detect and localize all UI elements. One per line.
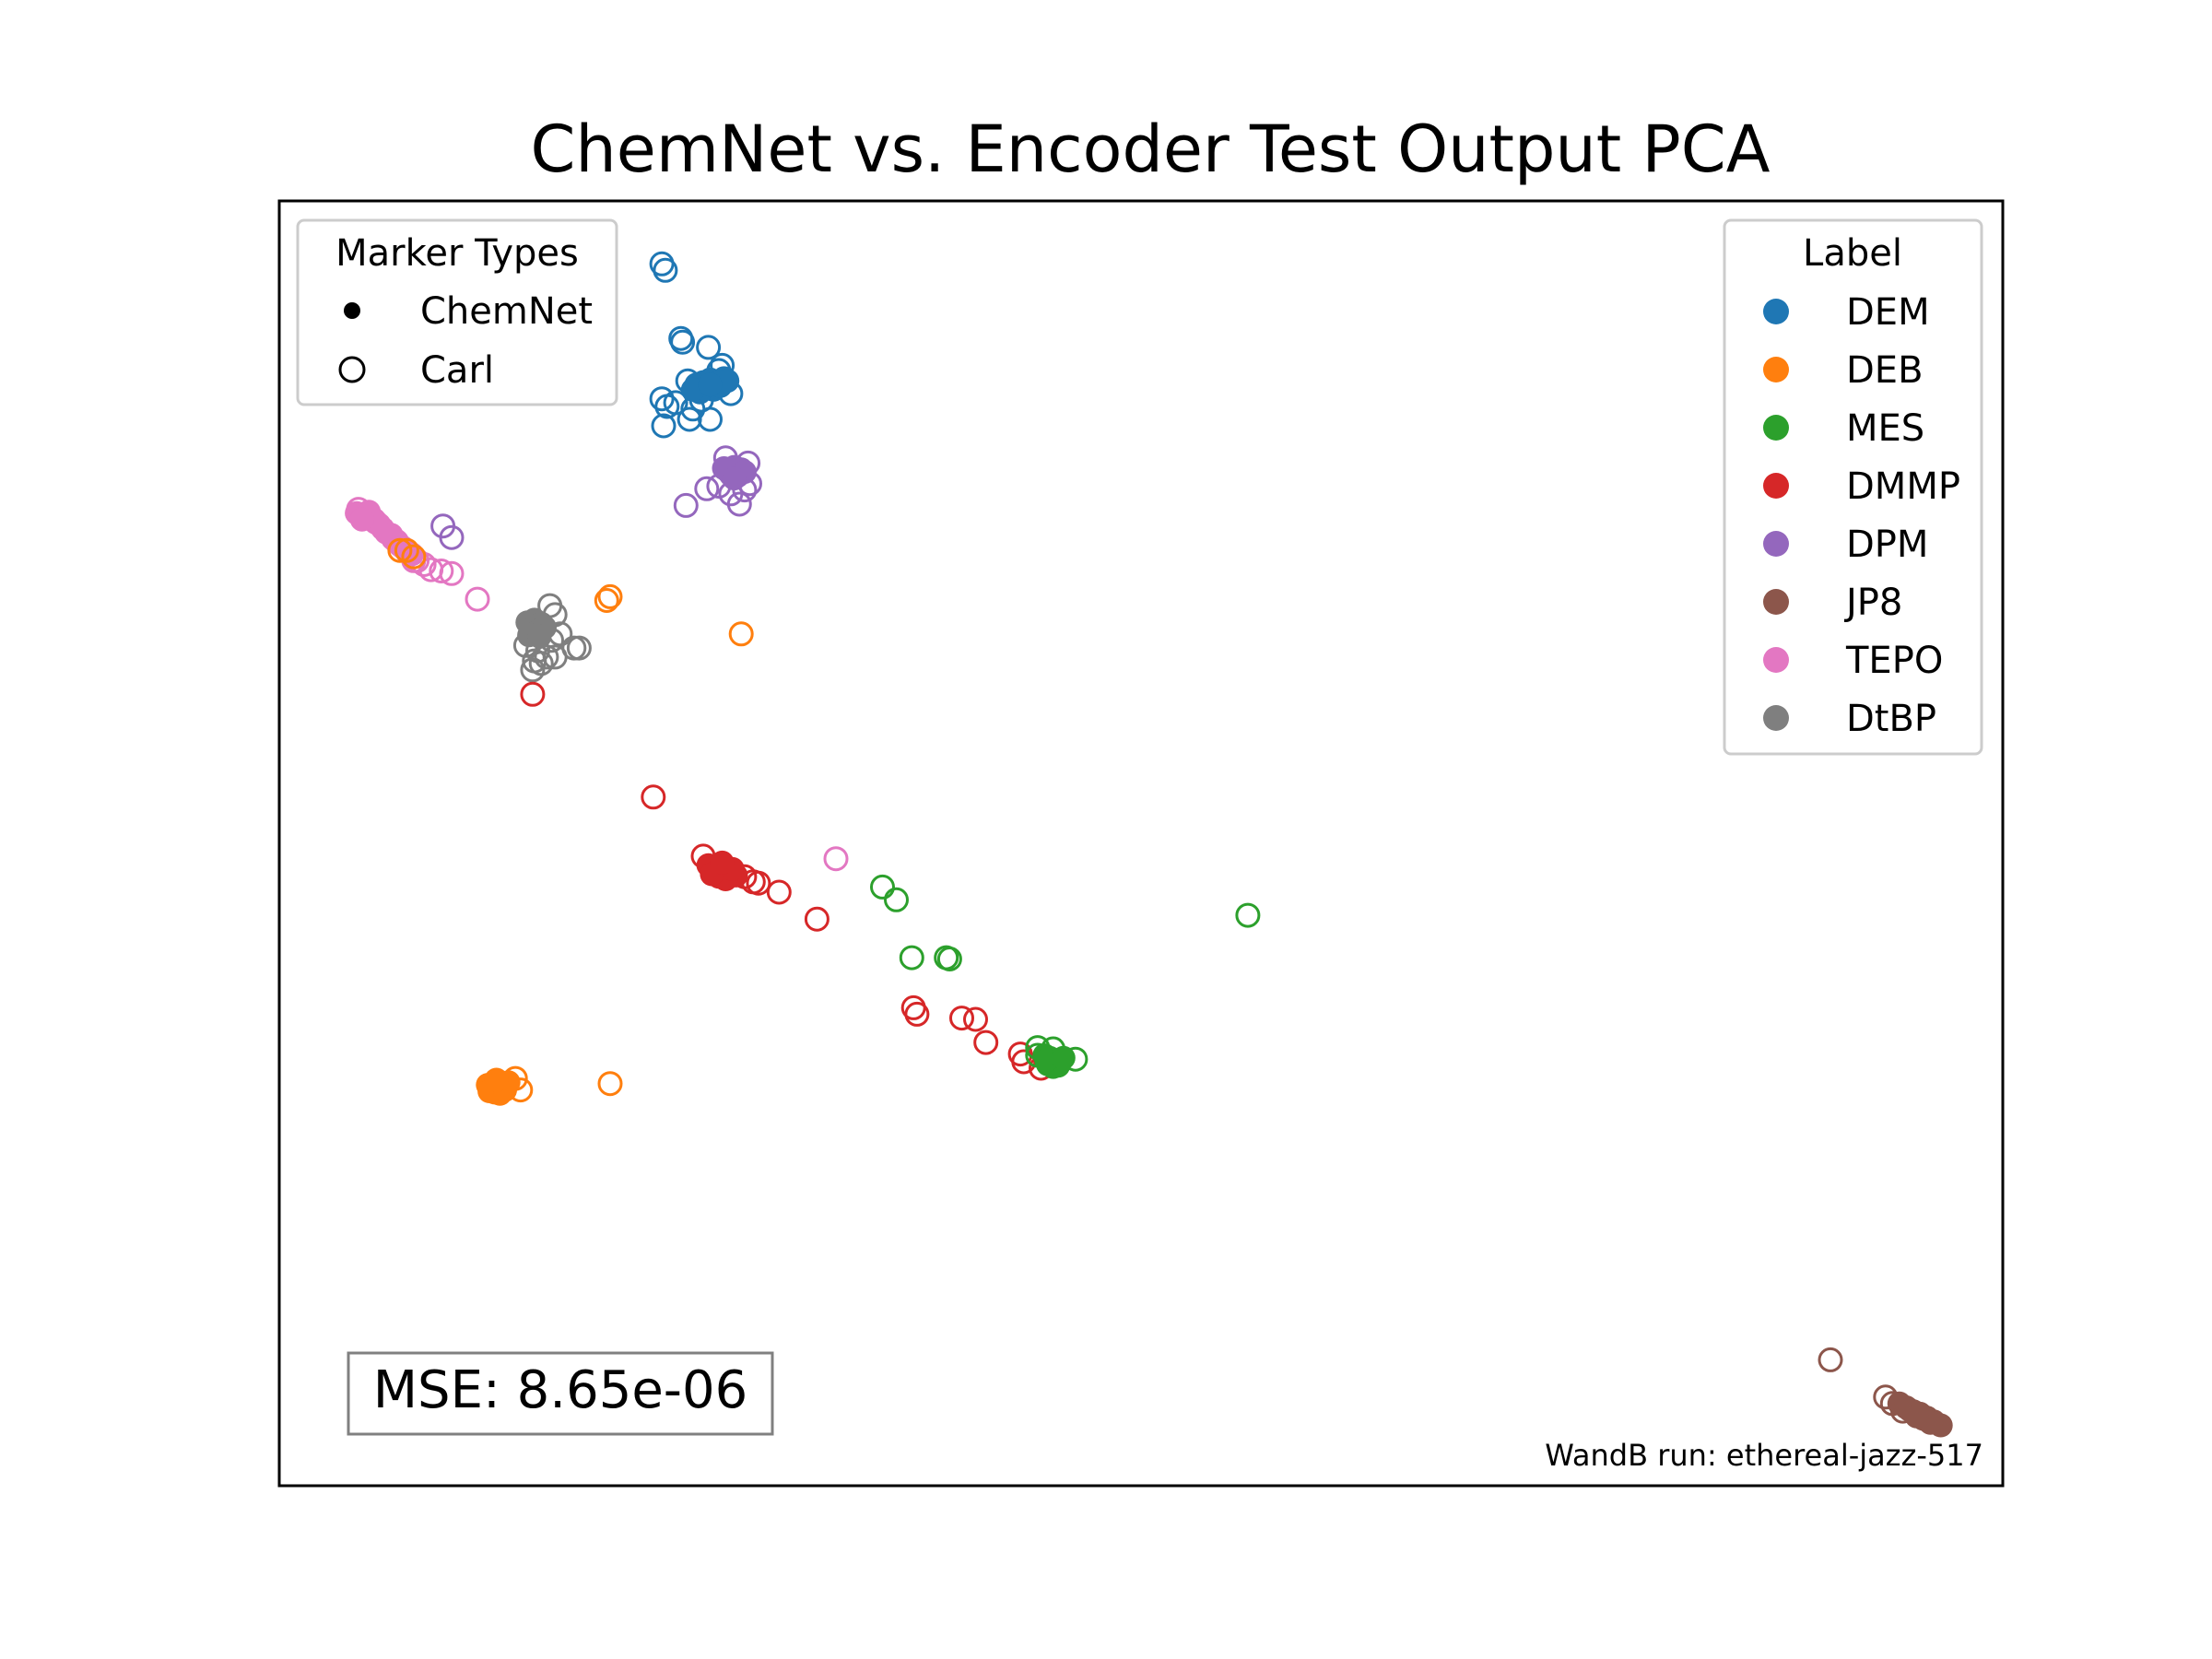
- point-carl-deb: [594, 588, 619, 613]
- point-carl-dtbp: [542, 644, 568, 670]
- legend-label-chemnet: ChemNet: [420, 290, 593, 333]
- series-mes: [870, 874, 1261, 1079]
- point-carl-dpm: [673, 492, 699, 518]
- point-chemnet-deb: [484, 1067, 509, 1092]
- point-carl-tepo: [465, 586, 490, 612]
- point-carl-dmmp: [766, 879, 792, 905]
- point-carl-dem: [653, 257, 678, 283]
- point-carl-dem: [651, 413, 677, 439]
- point-chemnet-tepo: [349, 507, 374, 532]
- marker-legend-title: Marker Types: [335, 232, 579, 275]
- mse-text: MSE: 8.65e-06: [373, 1360, 748, 1420]
- legend-label-mes: MES: [1846, 407, 1924, 450]
- label-legend-title: Label: [1803, 232, 1902, 275]
- legend-label-dtbp: DtBP: [1846, 698, 1936, 740]
- point-carl-tepo: [823, 846, 849, 872]
- point-carl-deb: [387, 537, 413, 563]
- label-legend: Label DEM DEB MES DMMP DPM JP8 TEPO DtBP: [1723, 218, 1983, 756]
- series-deb: [387, 537, 754, 1106]
- legend-marker-filled: [344, 302, 360, 319]
- point-carl-jp8: [1818, 1347, 1843, 1372]
- point-carl-deb: [597, 1071, 623, 1097]
- legend-swatch-dtbp: [1763, 705, 1789, 731]
- point-carl-dpm: [439, 524, 465, 550]
- point-chemnet-dem: [698, 372, 723, 397]
- label-legend-entries: DEM DEB MES DMMP DPM JP8 TEPO DtBP: [1763, 291, 1960, 740]
- point-carl-deb: [394, 537, 419, 563]
- point-carl-tepo: [429, 559, 454, 583]
- point-carl-deb: [401, 544, 427, 570]
- series-jp8: [1818, 1347, 1953, 1438]
- legend-label-dmmp: DMMP: [1846, 465, 1960, 508]
- point-carl-dtbp: [566, 635, 592, 661]
- point-carl-dtbp: [528, 651, 554, 677]
- data-points: [345, 251, 1953, 1438]
- point-carl-mes: [884, 887, 909, 912]
- legend-marker-hollow: [338, 356, 366, 383]
- legend-label-jp8: JP8: [1843, 582, 1902, 624]
- point-chemnet-dtbp: [527, 624, 552, 649]
- legend-label-tepo: TEPO: [1845, 640, 1943, 682]
- legend-swatch-tepo: [1763, 647, 1789, 673]
- point-carl-mes: [870, 874, 895, 900]
- legend-swatch-dem: [1763, 299, 1789, 324]
- point-carl-mes: [936, 947, 962, 971]
- point-chemnet-mes: [1051, 1045, 1076, 1070]
- point-carl-dmmp: [904, 1001, 930, 1027]
- point-chemnet-jp8: [1904, 1404, 1929, 1429]
- point-carl-dem: [677, 406, 702, 432]
- marker-legend-box: [296, 218, 618, 406]
- point-carl-dmmp: [963, 1006, 988, 1032]
- point-carl-dmmp: [520, 681, 546, 707]
- legend-swatch-dmmp: [1763, 473, 1789, 499]
- label-legend-box: [1723, 218, 1983, 756]
- series-dtbp: [512, 593, 592, 683]
- plot-frame: [277, 199, 2005, 1488]
- legend-label-dpm: DPM: [1846, 524, 1928, 566]
- point-carl-dem: [696, 335, 722, 360]
- point-carl-dpm: [694, 476, 720, 501]
- point-carl-mes: [899, 945, 924, 971]
- point-carl-dem: [649, 386, 675, 412]
- point-chemnet-dpm: [722, 466, 747, 491]
- series-dmmp: [520, 681, 1053, 1081]
- chart-title: ChemNet vs. Encoder Test Output PCA: [531, 112, 1771, 187]
- legend-label-dem: DEM: [1846, 291, 1930, 334]
- point-carl-dmmp: [804, 906, 830, 932]
- point-carl-deb: [728, 621, 754, 647]
- point-carl-dmmp: [949, 1006, 974, 1031]
- point-carl-dem: [670, 329, 696, 355]
- point-carl-mes: [1235, 902, 1261, 928]
- mse-annotation: MSE: 8.65e-06: [347, 1351, 774, 1436]
- series-dem: [649, 251, 744, 439]
- legend-swatch-mes: [1763, 415, 1789, 441]
- point-carl-dem: [663, 390, 688, 416]
- point-carl-dmmp: [973, 1030, 999, 1055]
- point-chemnet-dmmp: [710, 850, 735, 875]
- legend-label-deb: DEB: [1846, 349, 1924, 392]
- mse-box: [347, 1351, 774, 1436]
- point-carl-deb: [597, 583, 623, 609]
- marker-types-legend: Marker Types ChemNet Carl: [296, 218, 618, 406]
- point-carl-dmmp: [641, 784, 666, 810]
- legend-swatch-jp8: [1763, 589, 1789, 615]
- series-dpm: [430, 445, 762, 550]
- legend-swatch-dpm: [1763, 531, 1789, 557]
- legend-swatch-deb: [1763, 357, 1789, 382]
- wandb-run-label: WandB run: ethereal-jazz-517: [1545, 1438, 1983, 1473]
- legend-label-carl: Carl: [420, 349, 494, 392]
- point-carl-tepo: [439, 560, 465, 586]
